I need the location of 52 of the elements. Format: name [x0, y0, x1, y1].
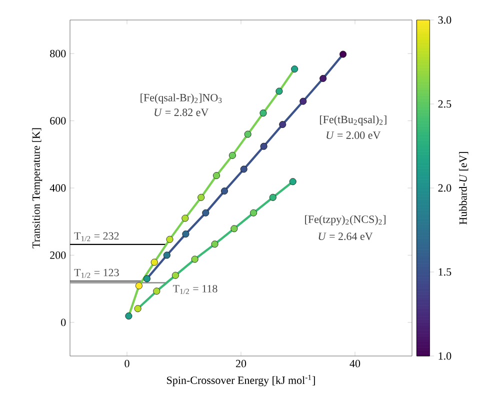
- y-axis-title: Transition Temperature [K]: [32, 128, 42, 248]
- ref-line-label: T$_{1/2}$ = 123: [74, 268, 119, 278]
- color-bar-label: 1.5: [438, 268, 452, 276]
- x-tick-label: 0: [124, 360, 130, 368]
- point: [220, 188, 228, 195]
- annotation: U = 2.64 eV: [318, 232, 373, 240]
- point: [150, 258, 158, 266]
- annotation: [Fe(qsal-Br)$_{2}$]NO$_{3}$: [140, 94, 222, 104]
- color-bar-label: 1.0: [438, 352, 452, 360]
- point: [125, 312, 132, 320]
- color-bar-title: Hubbard-U [eV]: [459, 152, 468, 224]
- point: [289, 178, 296, 186]
- point: [240, 166, 248, 173]
- point: [143, 275, 150, 282]
- point: [191, 256, 198, 263]
- color-bar-label: 3.0: [438, 16, 452, 24]
- point: [202, 209, 210, 216]
- point: [276, 88, 283, 95]
- point: [228, 152, 236, 159]
- annotation: [Fe(tzpy)$_{2}$(NCS)$_{2}$]: [305, 215, 386, 226]
- point: [198, 194, 205, 201]
- ref-line-label: T$_{1/2}$ = 232: [74, 232, 119, 242]
- point: [166, 236, 174, 243]
- point: [291, 66, 298, 73]
- y-tick-label: 200: [50, 251, 66, 259]
- point: [244, 130, 252, 138]
- color-bar-label: 2.0: [438, 184, 452, 192]
- x-tick-label: 20: [236, 360, 246, 368]
- annotation: U = 2.00 eV: [326, 132, 381, 139]
- annotation: U = 2.82 eV: [154, 108, 209, 116]
- point: [269, 194, 276, 201]
- point: [163, 252, 170, 259]
- y-tick-label: 400: [50, 184, 66, 192]
- point: [320, 74, 327, 82]
- point: [300, 98, 307, 105]
- point: [279, 121, 286, 128]
- point: [211, 240, 218, 248]
- annotation: [Fe(tBu$_{2}$qsal)$_{2}$]: [320, 115, 386, 126]
- x-axis-title: Spin-Crossover Energy [kJ mol$^{-1}$]: [167, 374, 315, 386]
- point: [135, 282, 142, 290]
- point: [260, 142, 268, 150]
- point: [260, 110, 267, 117]
- y-tick-label: 600: [50, 117, 66, 125]
- x-tick-label: 40: [350, 360, 360, 368]
- y-tick-label: 800: [50, 50, 66, 58]
- point: [182, 230, 190, 238]
- y-tick-label: 0: [61, 318, 66, 326]
- point: [340, 50, 347, 58]
- ref-line-label: T$_{1/2}$ = 118: [173, 284, 218, 294]
- color-bar-label: 2.5: [438, 100, 452, 108]
- point: [182, 214, 189, 222]
- point: [230, 225, 238, 232]
